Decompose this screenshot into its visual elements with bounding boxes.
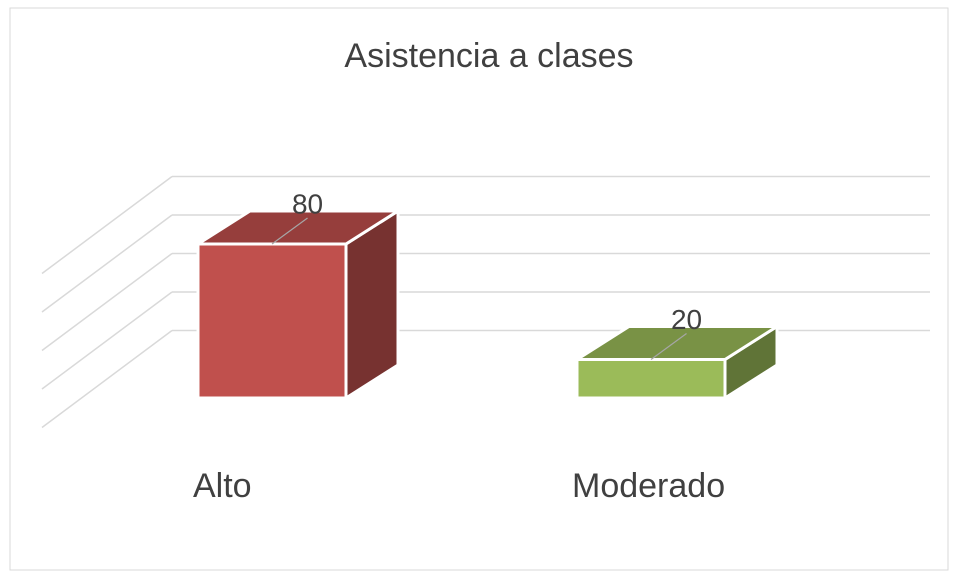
grid-line-side [41, 214, 173, 313]
data-label: 80 [292, 188, 323, 219]
bar-front [575, 358, 727, 400]
x-tick-label: Alto [193, 467, 252, 505]
bar [571, 323, 783, 401]
grid-line-side [41, 291, 173, 390]
chart-title: Asistencia a clases [344, 37, 633, 75]
bar-front [196, 242, 348, 400]
chart-frame [9, 7, 949, 571]
bars: 80 Alto 20 Moderado [192, 188, 783, 505]
data-label: 20 [671, 304, 702, 335]
bar [192, 208, 404, 401]
x-tick-label: Moderado [572, 467, 725, 505]
leader-line [650, 333, 687, 360]
leader-line [271, 217, 308, 245]
grid-line-side [41, 175, 173, 275]
grid-line-side [41, 252, 173, 352]
grid-line-side [41, 329, 173, 429]
